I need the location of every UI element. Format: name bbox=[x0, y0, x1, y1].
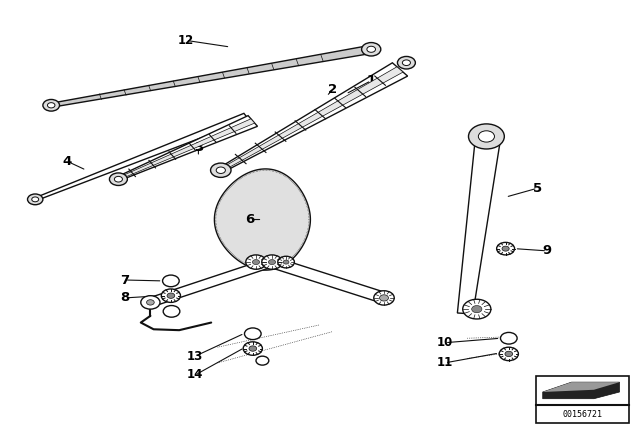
Circle shape bbox=[497, 242, 515, 255]
Circle shape bbox=[256, 356, 269, 365]
Text: 3: 3 bbox=[194, 141, 203, 155]
Circle shape bbox=[161, 289, 180, 302]
Polygon shape bbox=[543, 382, 620, 399]
Polygon shape bbox=[111, 116, 257, 183]
Circle shape bbox=[502, 246, 509, 251]
Circle shape bbox=[109, 173, 127, 185]
Circle shape bbox=[499, 347, 518, 361]
Text: 8: 8 bbox=[120, 291, 129, 305]
Polygon shape bbox=[458, 136, 501, 314]
Text: 4: 4 bbox=[63, 155, 72, 168]
Circle shape bbox=[163, 306, 180, 317]
Circle shape bbox=[163, 275, 179, 287]
Circle shape bbox=[472, 306, 482, 313]
Circle shape bbox=[216, 167, 225, 173]
Text: 10: 10 bbox=[436, 336, 453, 349]
Text: 13: 13 bbox=[187, 349, 204, 363]
Circle shape bbox=[362, 43, 381, 56]
Polygon shape bbox=[34, 113, 249, 201]
Circle shape bbox=[468, 124, 504, 149]
Polygon shape bbox=[543, 382, 620, 392]
Circle shape bbox=[262, 255, 282, 269]
Text: 14: 14 bbox=[187, 368, 204, 382]
Polygon shape bbox=[269, 257, 387, 303]
Text: 5: 5 bbox=[533, 181, 542, 195]
Circle shape bbox=[380, 295, 388, 301]
Circle shape bbox=[141, 296, 160, 309]
Text: 1: 1 bbox=[367, 74, 376, 87]
Polygon shape bbox=[111, 119, 255, 182]
Circle shape bbox=[367, 46, 376, 52]
FancyBboxPatch shape bbox=[536, 376, 629, 423]
Circle shape bbox=[283, 260, 289, 264]
Circle shape bbox=[397, 56, 415, 69]
Circle shape bbox=[463, 299, 491, 319]
Circle shape bbox=[500, 332, 517, 344]
Circle shape bbox=[278, 256, 294, 268]
Text: 6: 6 bbox=[245, 213, 254, 226]
Circle shape bbox=[32, 197, 38, 202]
Text: 7: 7 bbox=[120, 273, 129, 287]
Circle shape bbox=[167, 293, 175, 298]
Polygon shape bbox=[51, 45, 372, 107]
Text: 11: 11 bbox=[436, 356, 453, 370]
Circle shape bbox=[244, 328, 261, 340]
Polygon shape bbox=[148, 258, 275, 306]
Text: 00156721: 00156721 bbox=[563, 410, 603, 419]
Circle shape bbox=[243, 342, 262, 355]
Text: 2: 2 bbox=[328, 83, 337, 96]
Circle shape bbox=[28, 194, 43, 205]
Circle shape bbox=[478, 131, 495, 142]
Polygon shape bbox=[214, 169, 310, 270]
Polygon shape bbox=[220, 67, 403, 171]
Circle shape bbox=[115, 177, 122, 182]
Circle shape bbox=[249, 346, 257, 351]
Circle shape bbox=[147, 300, 154, 305]
Circle shape bbox=[268, 259, 276, 265]
Text: 9: 9 bbox=[543, 244, 552, 258]
Circle shape bbox=[505, 351, 513, 357]
Text: 12: 12 bbox=[177, 34, 194, 47]
Circle shape bbox=[403, 60, 410, 65]
Circle shape bbox=[252, 259, 260, 265]
Circle shape bbox=[246, 255, 266, 269]
Circle shape bbox=[43, 99, 60, 111]
Circle shape bbox=[47, 103, 55, 108]
Circle shape bbox=[211, 163, 231, 177]
Polygon shape bbox=[218, 63, 408, 172]
Circle shape bbox=[374, 291, 394, 305]
